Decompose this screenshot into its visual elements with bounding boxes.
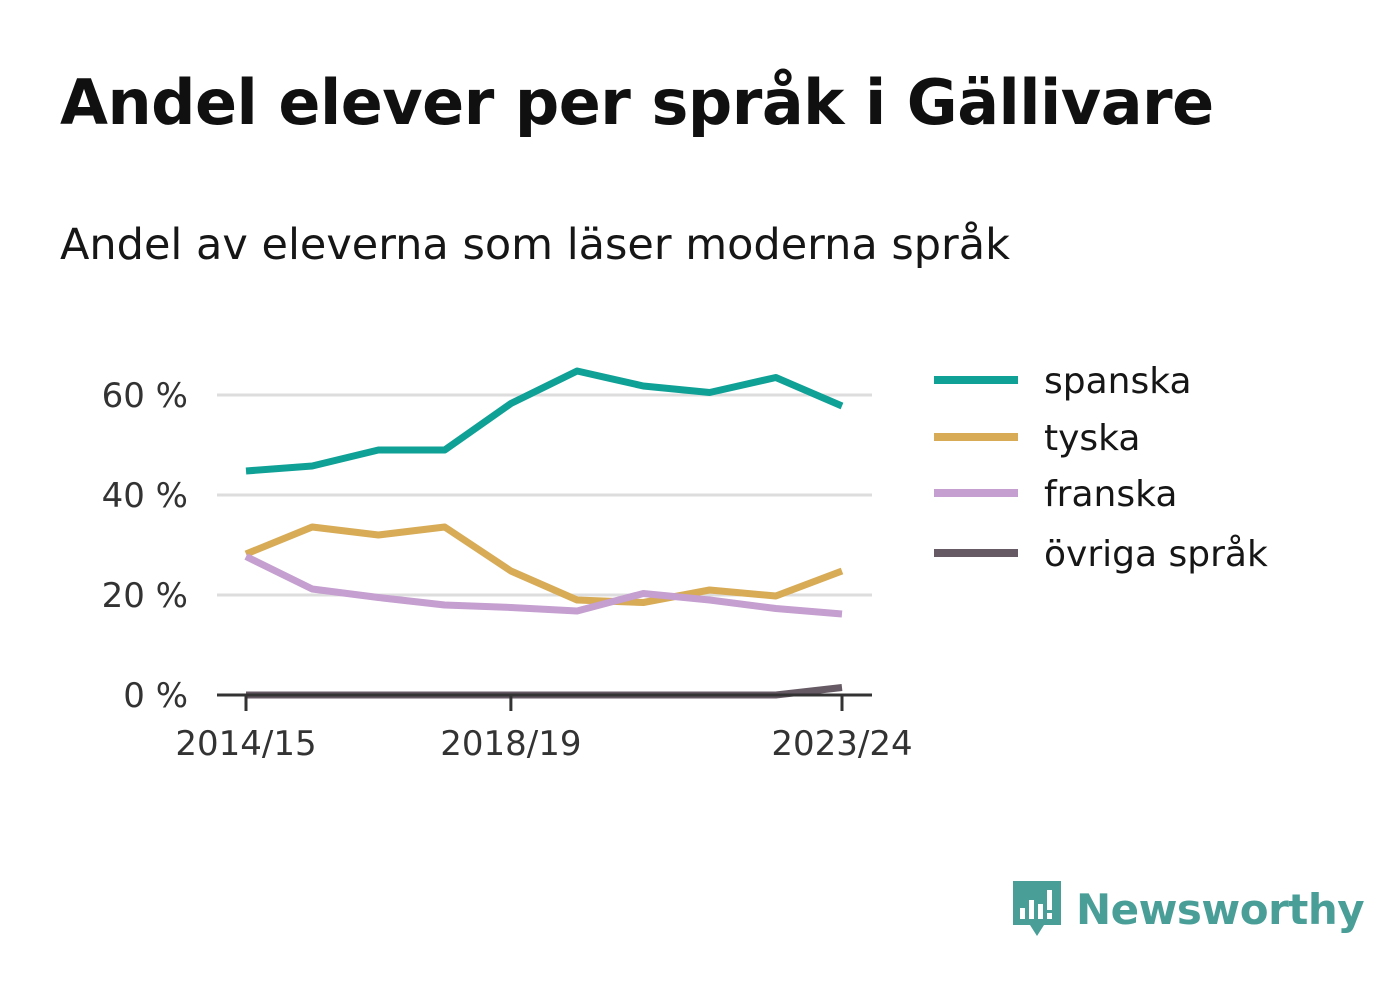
y-tick-label: 20 % xyxy=(102,576,188,616)
gridlines xyxy=(217,393,872,597)
legend-label: spanska xyxy=(1044,361,1192,402)
y-axis-labels: 0 % 20 % 40 % 60 % xyxy=(102,376,188,716)
series-lines xyxy=(244,367,844,699)
y-tick-label: 40 % xyxy=(102,476,188,516)
series-line-spanska xyxy=(245,367,844,475)
y-tick-label: 60 % xyxy=(102,376,188,416)
x-tick-label: 2023/24 xyxy=(771,724,912,764)
y-tick-label: 0 % xyxy=(123,676,188,716)
x-tick-label: 2018/19 xyxy=(440,724,581,764)
chart-title: Andel elever per språk i Gällivare xyxy=(60,66,1214,139)
brand-name: Newsworthy xyxy=(1076,884,1365,934)
legend-label: franska xyxy=(1044,474,1177,515)
x-axis-labels: 2014/15 2018/19 2023/24 xyxy=(175,724,912,764)
chart-subtitle: Andel av eleverna som läser moderna språ… xyxy=(60,220,1010,270)
legend-label: övriga språk xyxy=(1044,534,1268,575)
newsworthy-chat-bars-icon xyxy=(1013,881,1061,936)
series-line-tyska xyxy=(244,523,844,606)
legend-label: tyska xyxy=(1044,418,1140,459)
newsworthy-logo: Newsworthy xyxy=(1010,878,1365,940)
legend: spanska tyska franska övriga språk xyxy=(934,361,1268,575)
x-axis xyxy=(217,693,872,711)
x-tick-label: 2014/15 xyxy=(175,724,316,764)
series-line-franska xyxy=(244,553,843,618)
